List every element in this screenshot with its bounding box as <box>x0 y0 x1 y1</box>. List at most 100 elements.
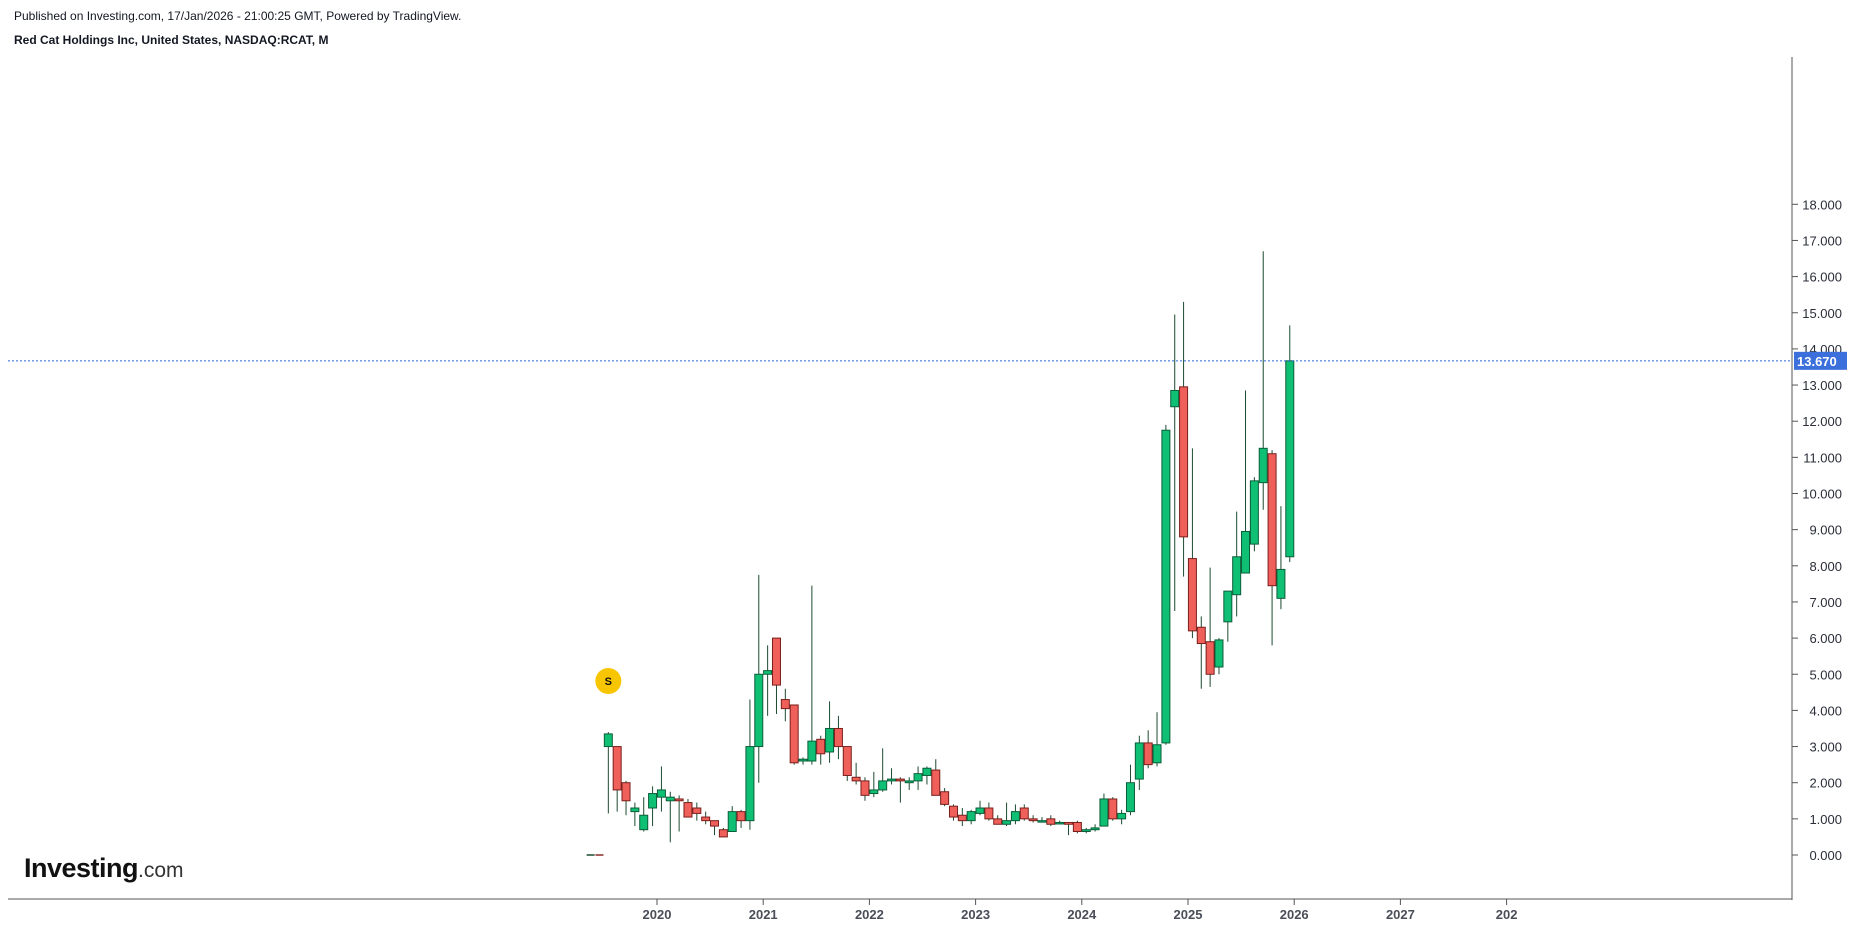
candle <box>957 808 967 827</box>
candle <box>1090 824 1100 832</box>
candle-body <box>1276 568 1286 599</box>
split-marker[interactable]: S <box>595 668 622 694</box>
chart-title: Red Cat Holdings Inc, United States, NAS… <box>14 33 329 47</box>
candle <box>1187 448 1197 639</box>
candle-body <box>648 793 658 809</box>
candle <box>727 806 737 833</box>
candle <box>1179 301 1189 577</box>
candle <box>922 766 932 785</box>
logo-brand: Investing <box>24 853 139 883</box>
candle <box>1081 827 1091 834</box>
candle-body <box>780 699 790 710</box>
candle-body <box>1152 744 1162 764</box>
y-tick-label: 10.000 <box>1802 487 1842 502</box>
y-tick-label: 5.000 <box>1809 667 1842 682</box>
candle <box>904 777 914 790</box>
candle-body <box>727 811 737 833</box>
candle-body <box>869 789 879 795</box>
candle <box>1170 314 1180 611</box>
y-tick-label: 1.000 <box>1809 812 1842 827</box>
candle-body <box>798 758 808 762</box>
y-tick-label: 15.000 <box>1802 306 1842 321</box>
candle <box>603 732 613 814</box>
candle-body <box>1125 782 1135 813</box>
candle <box>648 786 658 827</box>
candle <box>630 802 640 827</box>
candle <box>966 809 976 825</box>
candle-body <box>1010 811 1020 822</box>
candle <box>1028 815 1038 823</box>
last-price-label: 13.670 <box>1797 354 1837 369</box>
candle-body <box>1108 798 1118 820</box>
candle <box>887 768 897 785</box>
candle <box>718 827 728 838</box>
y-tick-label: 18.000 <box>1802 197 1842 212</box>
y-tick-label: 9.000 <box>1809 523 1842 538</box>
candle-body <box>1170 389 1180 408</box>
candle <box>940 788 950 807</box>
candle <box>1002 802 1012 827</box>
candle-body <box>1196 626 1206 645</box>
candle <box>1108 797 1118 821</box>
candle <box>656 766 666 812</box>
candle-body <box>1081 829 1091 833</box>
y-tick-label: 3.000 <box>1809 740 1842 755</box>
candle-body <box>1028 818 1038 822</box>
candle <box>913 766 923 790</box>
candle-body <box>807 740 817 762</box>
candle <box>683 798 693 818</box>
candle-body <box>1117 812 1127 820</box>
candle <box>1143 730 1153 769</box>
candle <box>1276 506 1286 610</box>
candle-body <box>710 820 720 827</box>
candle <box>878 748 888 792</box>
split-label: S <box>605 676 612 688</box>
candle-body <box>1241 530 1251 574</box>
x-tick-label: 2023 <box>961 907 990 922</box>
candle-body <box>833 727 843 748</box>
candle <box>1223 590 1233 642</box>
candle <box>1161 424 1171 745</box>
candle-body <box>984 807 994 820</box>
y-tick-label: 6.000 <box>1809 631 1842 646</box>
candle-body <box>860 780 870 796</box>
candle <box>1099 793 1109 827</box>
candle-body <box>789 704 799 764</box>
candle <box>816 735 826 765</box>
candle <box>1205 567 1215 687</box>
candle <box>1055 820 1065 825</box>
x-tick-label: 2024 <box>1067 907 1097 922</box>
candle-body <box>771 637 781 686</box>
candle-body <box>692 807 702 814</box>
candle <box>1134 735 1144 790</box>
candle-body <box>913 773 923 782</box>
candle-body <box>1002 820 1012 825</box>
logo-suffix: .com <box>138 859 184 882</box>
candle <box>1125 764 1135 816</box>
candle-body <box>683 802 693 818</box>
x-axis[interactable]: 2020 2021 2022 2023 2024 2025 2026 2027 202 <box>643 899 1518 922</box>
candle-body <box>1037 820 1047 823</box>
candle-body <box>1090 827 1100 831</box>
candle-body <box>1232 556 1242 596</box>
candle-body <box>851 776 861 782</box>
candle-body <box>1055 821 1065 825</box>
split-icon[interactable] <box>595 668 622 694</box>
candle <box>1241 390 1251 574</box>
candle-body <box>754 673 764 748</box>
candle-body <box>1064 821 1074 825</box>
candle-body <box>878 780 888 791</box>
investing-logo: Investing.com <box>24 853 184 884</box>
candle <box>825 701 835 763</box>
candle-body <box>948 805 958 818</box>
candle <box>665 791 675 843</box>
candle <box>1072 820 1082 834</box>
candle <box>1267 450 1277 646</box>
candle <box>869 771 879 798</box>
y-axis[interactable]: 0.000 1.000 2.000 3.000 4.000 5.000 6.000 7.000… <box>1792 197 1842 863</box>
candle <box>1258 251 1268 510</box>
y-tick-label: 2.000 <box>1809 776 1842 791</box>
candle <box>807 585 817 765</box>
candle-body <box>993 818 1003 825</box>
